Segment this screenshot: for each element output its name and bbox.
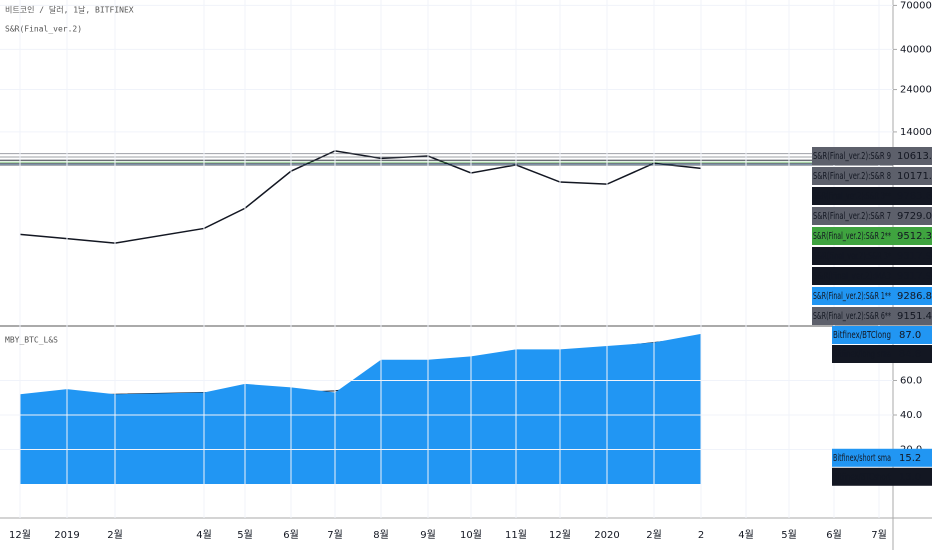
- level-name-box: [812, 307, 893, 325]
- level-value: 9783.8: [897, 191, 932, 202]
- legend-name-box: [832, 326, 893, 344]
- legend-name: Bitfinex/BTCshort: [833, 472, 891, 483]
- y-tick-label: 40.0: [900, 410, 922, 421]
- legend-value-box: [893, 345, 932, 363]
- level-value: 10171.2: [897, 171, 932, 182]
- x-tick-label: 11월: [505, 529, 527, 541]
- x-tick-label: 12월: [9, 529, 31, 541]
- x-tick-label: 2: [698, 530, 704, 541]
- legend-value-box: [893, 448, 932, 467]
- x-tick-label: 8월: [373, 529, 389, 541]
- level-name-box: [812, 207, 893, 225]
- x-tick-label: 4월: [196, 529, 212, 541]
- level-value: 9729.0: [897, 211, 932, 222]
- level-value: 9317.9: [897, 251, 932, 262]
- level-value-box: [893, 207, 932, 225]
- x-tick-label: 2월: [646, 529, 662, 541]
- y-tick-label: 60.0: [900, 375, 922, 386]
- level-name: S&R(Final_ver.2):S&R 3**: [813, 191, 891, 202]
- level-name: S&R(Final_ver.2):S&R 3*: [813, 251, 891, 262]
- legend-value: 13.0: [899, 472, 921, 483]
- x-tick-label: 7월: [327, 529, 343, 541]
- level-name: S&R(Final_ver.2):S&R 7: [813, 211, 891, 222]
- legend-name: Bitfinex/short sma: [833, 453, 891, 464]
- x-tick-label: 2019: [54, 530, 79, 541]
- y-tick-label: 24000.0: [900, 85, 932, 96]
- legend-name-box: [832, 448, 893, 467]
- level-name-box: [812, 267, 893, 285]
- level-value: 10613.5: [897, 151, 932, 162]
- x-tick-label: 6월: [283, 529, 299, 541]
- level-name: S&R(Final_ver.2):S&R 8: [813, 171, 891, 182]
- legend-value-box: [893, 326, 932, 344]
- level-value-box: [893, 147, 932, 165]
- x-tick-label: 4월: [738, 529, 754, 541]
- legend-name-box: [832, 467, 893, 486]
- chart-title: 비트코인 / 달러, 1날, BITFINEX: [5, 5, 134, 15]
- legend-value: 15.2: [899, 453, 921, 464]
- level-name-box: [812, 147, 893, 165]
- area: [20, 333, 701, 484]
- legend-value-box: [893, 467, 932, 486]
- level-value-box: [893, 167, 932, 185]
- x-tick-label: 2월: [107, 529, 123, 541]
- level-value: 9151.4: [897, 311, 932, 322]
- level-value-box: [893, 187, 932, 205]
- level-name-box: [812, 227, 893, 245]
- level-name-box: [812, 187, 893, 205]
- level-value-box: [893, 287, 932, 305]
- legend-value: 87.0: [899, 330, 921, 341]
- y-tick-label: 40000.0: [900, 44, 932, 55]
- y-tick-label: 14000.0: [900, 127, 932, 138]
- x-tick-label: 9월: [420, 529, 436, 541]
- level-name-box: [812, 287, 893, 305]
- level-name-box: [812, 247, 893, 265]
- legend-value: 84.8: [899, 349, 921, 360]
- indicator-title: MBY_BTC_L&S: [5, 336, 58, 345]
- level-name: S&R(Final_ver.2):S&R 6**: [813, 311, 891, 322]
- level-value: 9317.9: [897, 271, 932, 282]
- x-tick-label: 7월: [871, 529, 887, 541]
- level-value: 9512.3: [897, 231, 932, 242]
- level-value: 9286.8: [897, 291, 932, 302]
- level-value-box: [893, 247, 932, 265]
- indicator-title: S&R(Final_ver.2): [5, 25, 82, 34]
- level-value-box: [893, 307, 932, 325]
- x-tick-label: 5월: [781, 529, 797, 541]
- legend-name: Bitfinex/long sma: [833, 349, 891, 360]
- x-tick-label: 2020: [594, 530, 619, 541]
- level-value-box: [893, 267, 932, 285]
- level-name: S&R(Final_ver.2):MA3: [813, 271, 891, 282]
- x-tick-label: 12월: [549, 529, 571, 541]
- level-name-box: [812, 167, 893, 185]
- level-name: S&R(Final_ver.2):S&R 1**: [813, 291, 891, 302]
- level-name: S&R(Final_ver.2):S&R 9: [813, 151, 891, 162]
- level-name: S&R(Final_ver.2):S&R 2**: [813, 231, 891, 242]
- x-tick-label: 5월: [237, 529, 253, 541]
- y-tick-label: 70000.0: [900, 0, 932, 11]
- legend-name: Bitfinex/BTClong: [833, 330, 891, 341]
- x-tick-label: 10월: [460, 529, 482, 541]
- legend-name-box: [832, 345, 893, 363]
- level-value-box: [893, 227, 932, 245]
- x-tick-label: 6월: [826, 529, 842, 541]
